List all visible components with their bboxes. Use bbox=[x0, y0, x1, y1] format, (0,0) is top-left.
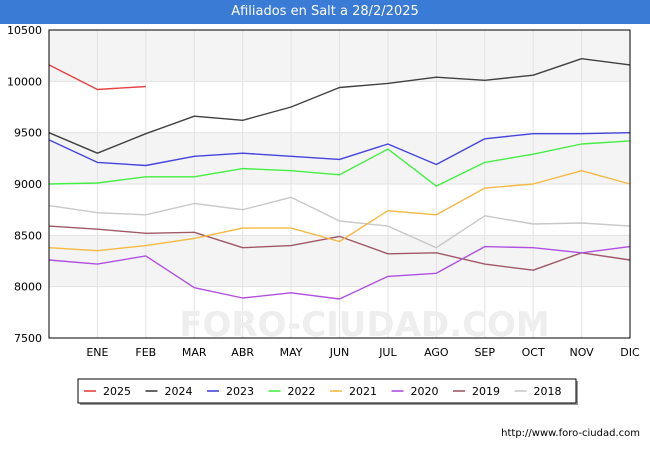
x-tick-label: JUN bbox=[329, 346, 350, 359]
series-line-2020 bbox=[48, 245, 631, 300]
legend-label-2022: 2022 bbox=[288, 385, 316, 398]
series-line-2021 bbox=[48, 169, 631, 252]
y-tick-label: 8500 bbox=[14, 229, 42, 242]
legend-label-2023: 2023 bbox=[226, 385, 254, 398]
series-line-2022 bbox=[48, 140, 631, 187]
x-tick-label: ABR bbox=[231, 346, 254, 359]
x-tick-label: MAY bbox=[280, 346, 303, 359]
chart-title: Afiliados en Salt a 28/2/2025 bbox=[231, 4, 419, 19]
legend-label-2019: 2019 bbox=[472, 385, 500, 398]
watermark-text: FORO-CIUDAD.COM bbox=[179, 305, 550, 345]
y-tick-label: 7500 bbox=[14, 332, 42, 345]
x-tick-label: FEB bbox=[135, 346, 156, 359]
series-line-2024 bbox=[48, 58, 631, 154]
series-line-2018 bbox=[48, 196, 631, 249]
legend-label-2021: 2021 bbox=[349, 385, 377, 398]
x-tick-label: MAR bbox=[182, 346, 207, 359]
legend-label-2020: 2020 bbox=[411, 385, 439, 398]
x-tick-label: JUL bbox=[378, 346, 397, 359]
x-tick-label: DIC bbox=[620, 346, 640, 359]
y-tick-label: 9500 bbox=[14, 127, 42, 140]
x-tick-label: AGO bbox=[424, 346, 449, 359]
plot-border bbox=[48, 29, 631, 339]
line-chart: FORO-CIUDAD.COM 7500 8000 8500 9000 9500 10000… bbox=[7, 24, 640, 405]
series-line-2023 bbox=[48, 132, 631, 167]
x-tick-label: NOV bbox=[569, 346, 594, 359]
source-url[interactable]: http://www.foro-ciudad.com bbox=[501, 428, 640, 439]
legend-label-2024: 2024 bbox=[165, 385, 193, 398]
series-line-2019 bbox=[48, 225, 631, 271]
title-bar: Afiliados en Salt a 28/2/2025 bbox=[0, 0, 650, 24]
x-tick-label: OCT bbox=[522, 346, 545, 359]
series-line-2025 bbox=[48, 64, 146, 91]
legend-label-2025: 2025 bbox=[103, 385, 131, 398]
x-tick-label: ENE bbox=[86, 346, 108, 359]
y-tick-label: 10500 bbox=[7, 24, 42, 37]
y-tick-label: 9000 bbox=[14, 178, 42, 191]
y-tick-label: 10000 bbox=[7, 75, 42, 88]
legend-box bbox=[77, 378, 577, 404]
y-tick-label: 8000 bbox=[14, 281, 42, 294]
x-tick-label: SEP bbox=[474, 346, 495, 359]
legend-label-2018: 2018 bbox=[534, 385, 562, 398]
